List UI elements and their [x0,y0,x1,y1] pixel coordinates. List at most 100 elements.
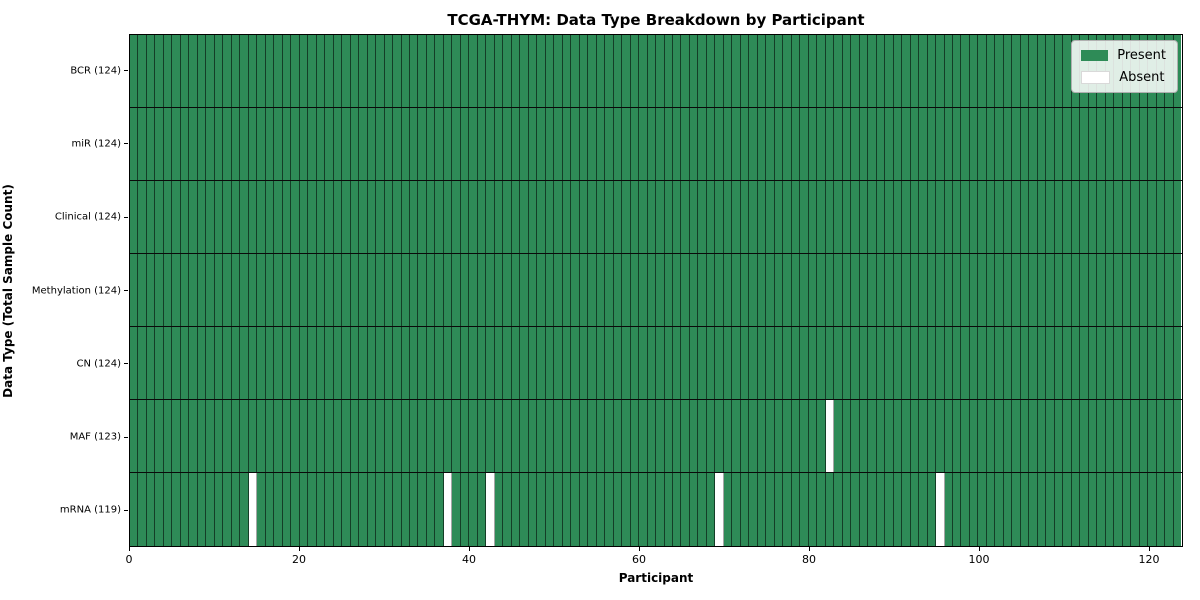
heatmap-cell [630,108,640,180]
heatmap-cell [1165,327,1174,399]
heatmap-cell [1003,35,1013,107]
heatmap-cell [740,181,750,253]
heatmap-cell [443,108,453,180]
heatmap-cell [240,35,249,107]
heatmap-cell [163,254,173,326]
heatmap-cell [1165,473,1174,546]
heatmap-cell [367,108,377,180]
heatmap-cell [469,254,478,326]
heatmap-cell [698,181,707,253]
heatmap-cell [1063,473,1072,546]
heatmap-cell [231,35,241,107]
heatmap-cell [851,400,860,472]
heatmap-cell [1131,400,1140,472]
heatmap-cell [545,254,555,326]
heatmap-cell [1080,181,1089,253]
heatmap-cell [579,327,589,399]
heatmap-cell [834,327,843,399]
legend-label-present: Present [1117,48,1166,63]
heatmap-cell [257,400,266,472]
heatmap-cell [647,327,657,399]
heatmap-cell [172,400,181,472]
heatmap-cell [248,400,258,472]
heatmap-cell [231,473,241,546]
heatmap-cell [715,254,724,326]
heatmap-cell [732,473,741,546]
heatmap-cell [469,108,478,180]
heatmap-cell [893,35,903,107]
y-tick-label-Clinical: Clinical (124) [54,211,121,223]
heatmap-cell [757,35,767,107]
heatmap-cell [715,181,724,253]
heatmap-cell [910,473,920,546]
heatmap-cell [740,473,750,546]
heatmap-cell [689,254,699,326]
heatmap-cell [757,400,767,472]
heatmap-cell [443,327,453,399]
heatmap-cell [706,400,716,472]
heatmap-cell [282,254,292,326]
heatmap-cell [740,108,750,180]
heatmap-cell [1105,254,1115,326]
heatmap-cell [155,327,164,399]
heatmap-cell [698,254,707,326]
heatmap-cell [834,400,843,472]
heatmap-cell [240,327,249,399]
heatmap-cell [350,400,360,472]
heatmap-cell [1173,181,1182,253]
heatmap-cell [1105,181,1115,253]
heatmap-cell [537,108,546,180]
heatmap-cell [257,35,266,107]
heatmap-cell [952,473,962,546]
heatmap-cell [698,400,707,472]
heatmap-cell [503,400,512,472]
heatmap-cell [579,473,589,546]
heatmap-cell [1054,473,1064,546]
heatmap-cell [1122,327,1132,399]
heatmap-cell [868,327,877,399]
heatmap-cell [749,254,758,326]
heatmap-cell [316,254,326,326]
heatmap-cell [325,400,334,472]
heatmap-cell [783,473,792,546]
heatmap-cell [1139,400,1149,472]
heatmap-cell [180,35,190,107]
heatmap-cell [350,181,360,253]
y-tick-label-CN: CN (124) [76,358,121,370]
heatmap-cell [308,400,317,472]
heatmap-cell [689,181,699,253]
heatmap-cell [248,181,258,253]
heatmap-cell [961,181,970,253]
heatmap-cell [1139,327,1149,399]
heatmap-cell [936,181,945,253]
heatmap-cell [1122,254,1132,326]
heatmap-cell [1003,181,1013,253]
heatmap-cell [851,35,860,107]
heatmap-cell [130,327,139,399]
heatmap-cell [910,35,920,107]
heatmap-cell [138,327,147,399]
heatmap-cell [562,400,572,472]
heatmap-cell [1131,327,1140,399]
heatmap-cell [1131,181,1140,253]
heatmap-cell [265,181,275,253]
heatmap-cell [443,254,453,326]
heatmap-cell [1156,473,1166,546]
heatmap-cell [206,181,215,253]
heatmap-cell [1029,181,1038,253]
heatmap-cell [1088,327,1098,399]
heatmap-cell [214,108,224,180]
heatmap-cell [851,108,860,180]
heatmap-cell [740,254,750,326]
y-tick-label-Methylation: Methylation (124) [31,285,121,296]
heatmap-cell [1165,108,1174,180]
heatmap-cell [859,327,869,399]
heatmap-cell [393,108,402,180]
heatmap-cell [766,327,775,399]
heatmap-cell [511,327,521,399]
heatmap-cell [1148,181,1157,253]
heatmap-cell [919,327,928,399]
heatmap-cell [1020,181,1030,253]
heatmap-cell [808,473,818,546]
heatmap-cell [622,35,631,107]
